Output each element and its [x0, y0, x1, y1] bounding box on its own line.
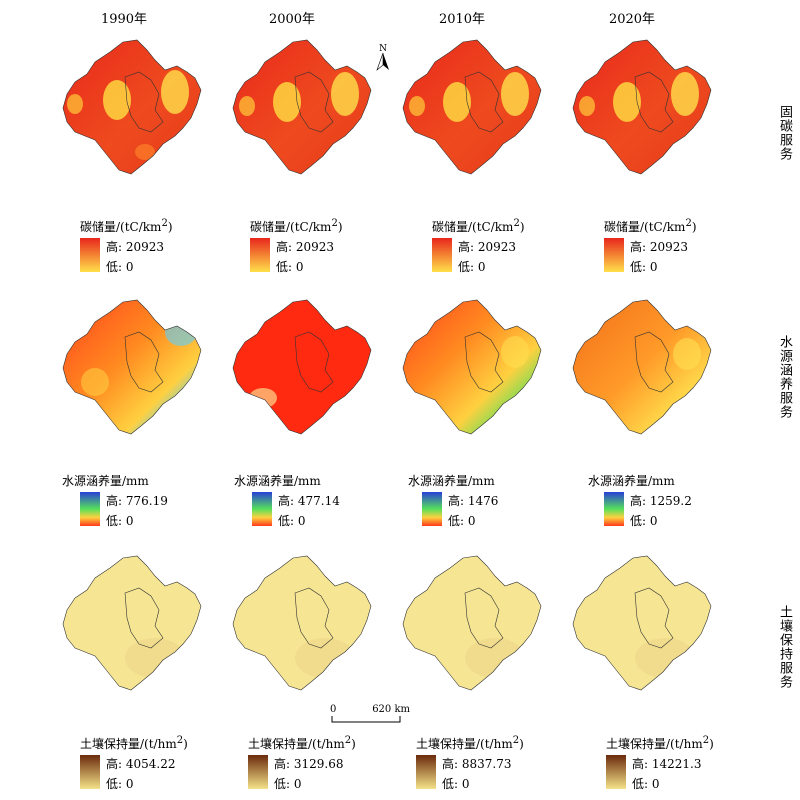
map-soil-2010 — [395, 548, 545, 698]
legend-title: 碳储量/(tC/km2) — [432, 218, 525, 234]
legend-title: 水源涵养量/mm — [408, 474, 495, 488]
legend-carbon-1990: 碳储量/(tC/km2) 高: 20923 低: 0 — [80, 218, 220, 280]
legend-high-value: 高: 1476 — [448, 494, 499, 508]
map-carbon-2000 — [225, 32, 375, 182]
legend-high-value: 高: 3129.68 — [274, 757, 344, 771]
north-arrow-icon: N — [374, 42, 392, 72]
legend-color-ramp — [416, 755, 436, 789]
legend-color-ramp — [80, 755, 100, 789]
scale-end-label: 620 km — [372, 704, 410, 715]
legend-color-ramp — [432, 238, 452, 272]
legend-carbon-2010: 碳储量/(tC/km2) 高: 20923 低: 0 — [432, 218, 572, 280]
map-soil-2000 — [225, 548, 375, 698]
legend-low-value: 低: 0 — [278, 514, 306, 528]
legend-high-value: 高: 20923 — [276, 240, 335, 254]
legend-high-value: 高: 776.19 — [106, 494, 168, 508]
legend-low-value: 低: 0 — [106, 514, 134, 528]
legend-title: 土壤保持量/(t/hm2) — [80, 735, 188, 751]
map-water-2020 — [565, 292, 715, 442]
map-carbon-2020 — [565, 32, 715, 182]
scale-bar: 0 620 km — [330, 702, 411, 726]
legend-high-value: 高: 20923 — [106, 240, 165, 254]
map-carbon-2010 — [395, 32, 545, 182]
year-label-1990: 1990年 — [100, 12, 148, 27]
legend-color-ramp — [252, 492, 272, 526]
legend-high-value: 高: 477.14 — [278, 494, 340, 508]
legend-title: 水源涵养量/mm — [62, 474, 149, 488]
legend-title: 土壤保持量/(t/hm2) — [416, 735, 524, 751]
legend-color-ramp — [80, 238, 100, 272]
legend-low-value: 低: 0 — [458, 260, 486, 274]
legend-water-2020: 水源涵养量/mm 高: 1259.2 低: 0 — [588, 472, 728, 534]
legend-color-ramp — [422, 492, 442, 526]
legend-title: 碳储量/(tC/km2) — [250, 218, 343, 234]
row-label-water: 水源涵养服务 — [777, 335, 792, 419]
legend-low-value: 低: 0 — [274, 777, 302, 791]
north-label: N — [379, 44, 387, 54]
legend-high-value: 高: 8837.73 — [442, 757, 512, 771]
legend-water-1990: 水源涵养量/mm 高: 776.19 低: 0 — [62, 472, 202, 534]
legend-color-ramp — [604, 238, 624, 272]
year-label-2000: 2000年 — [268, 12, 316, 27]
map-water-2010 — [395, 292, 545, 442]
map-carbon-1990 — [55, 32, 205, 182]
row-label-soil: 土壤保持服务 — [777, 605, 792, 689]
legend-high-value: 高: 1259.2 — [630, 494, 692, 508]
map-water-1990 — [55, 292, 205, 442]
legend-water-2000: 水源涵养量/mm 高: 477.14 低: 0 — [234, 472, 374, 534]
legend-title: 水源涵养量/mm — [234, 474, 321, 488]
legend-low-value: 低: 0 — [448, 514, 476, 528]
legend-soil-1990: 土壤保持量/(t/hm2) 高: 4054.22 低: 0 — [80, 735, 220, 797]
legend-high-value: 高: 4054.22 — [106, 757, 176, 771]
legend-low-value: 低: 0 — [106, 260, 134, 274]
legend-low-value: 低: 0 — [630, 260, 658, 274]
legend-high-value: 高: 20923 — [630, 240, 689, 254]
legend-color-ramp — [248, 755, 268, 789]
legend-soil-2020: 土壤保持量/(t/hm2) 高: 14221.3 低: 0 — [606, 735, 746, 797]
legend-color-ramp — [606, 755, 626, 789]
legend-low-value: 低: 0 — [630, 514, 658, 528]
legend-high-value: 高: 20923 — [458, 240, 517, 254]
legend-soil-2000: 土壤保持量/(t/hm2) 高: 3129.68 低: 0 — [248, 735, 388, 797]
legend-color-ramp — [250, 238, 270, 272]
year-label-2020: 2020年 — [608, 12, 656, 27]
legend-soil-2010: 土壤保持量/(t/hm2) 高: 8837.73 低: 0 — [416, 735, 556, 797]
legend-color-ramp — [80, 492, 100, 526]
map-soil-2020 — [565, 548, 715, 698]
legend-low-value: 低: 0 — [276, 260, 304, 274]
map-water-2000 — [225, 292, 375, 442]
map-soil-1990 — [55, 548, 205, 698]
legend-title: 碳储量/(tC/km2) — [80, 218, 173, 234]
legend-carbon-2020: 碳储量/(tC/km2) 高: 20923 低: 0 — [604, 218, 744, 280]
legend-color-ramp — [604, 492, 624, 526]
legend-title: 土壤保持量/(t/hm2) — [248, 735, 356, 751]
year-label-2010: 2010年 — [438, 12, 486, 27]
legend-high-value: 高: 14221.3 — [632, 757, 702, 771]
legend-low-value: 低: 0 — [632, 777, 660, 791]
legend-title: 土壤保持量/(t/hm2) — [606, 735, 714, 751]
legend-water-2010: 水源涵养量/mm 高: 1476 低: 0 — [408, 472, 548, 534]
scale-start-label: 0 — [330, 704, 336, 715]
legend-title: 水源涵养量/mm — [588, 474, 675, 488]
row-label-carbon: 固碳服务 — [777, 105, 792, 161]
legend-title: 碳储量/(tC/km2) — [604, 218, 697, 234]
legend-low-value: 低: 0 — [442, 777, 470, 791]
legend-carbon-2000: 碳储量/(tC/km2) 高: 20923 低: 0 — [250, 218, 390, 280]
legend-low-value: 低: 0 — [106, 777, 134, 791]
